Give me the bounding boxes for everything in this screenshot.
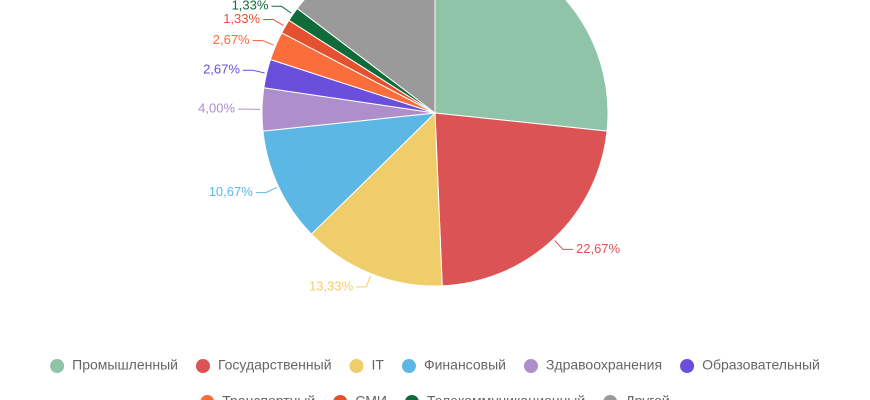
- leader-line: [255, 187, 277, 194]
- legend-label: Образовательный: [702, 357, 820, 373]
- legend-item: Финансовый: [401, 357, 506, 373]
- leader-line: [263, 18, 284, 26]
- legend-marker: [200, 395, 214, 400]
- leader-line: [271, 5, 292, 14]
- pie-slice: [310, 111, 443, 287]
- legend-label: Государственный: [218, 357, 332, 373]
- legend-label: Финансовый: [424, 357, 506, 373]
- legend-item: Телекоммуникационный: [405, 393, 585, 400]
- data-label: 1,33%: [223, 11, 260, 26]
- data-label: 22,67%: [576, 241, 621, 256]
- legend-marker: [50, 359, 65, 373]
- legend-label: Транспортный: [222, 393, 315, 400]
- leader-line: [356, 275, 372, 288]
- legend-item: Здравоохранения: [523, 357, 662, 373]
- data-label: 2,67%: [213, 32, 250, 47]
- legend-label: СМИ: [355, 393, 387, 400]
- pie-slice: [434, 112, 608, 287]
- legend-label: Телекоммуникационный: [427, 393, 585, 400]
- legend-marker: [349, 359, 364, 373]
- data-label: 4,00%: [198, 101, 235, 116]
- legend-item: IT: [349, 357, 385, 373]
- legend-marker: [401, 359, 416, 373]
- legend-item: СМИ: [333, 393, 387, 400]
- legend-item: Другой: [603, 393, 670, 400]
- legend-marker: [523, 359, 538, 373]
- legend-label: IT: [372, 357, 385, 373]
- leader-line: [554, 240, 574, 250]
- legend-marker: [680, 359, 695, 373]
- legend-marker: [195, 359, 210, 373]
- legend-label: Здравоохранения: [546, 357, 662, 373]
- leader-line: [242, 69, 265, 74]
- leader-line: [252, 39, 274, 46]
- legend-item: Транспортный: [200, 393, 315, 400]
- pie-slice: [434, 0, 609, 132]
- legend-marker: [405, 395, 419, 400]
- legend-item: Промышленный: [50, 357, 178, 373]
- data-label: 1,33%: [232, 0, 269, 13]
- pie-slice: [296, 0, 436, 115]
- legend-label: Другой: [625, 393, 670, 400]
- legend-item: Образовательный: [680, 357, 820, 373]
- legend-item: Государственный: [195, 357, 332, 373]
- data-label: 13,33%: [309, 278, 354, 293]
- data-label: 2,67%: [203, 62, 240, 77]
- legend-marker: [603, 395, 617, 400]
- legend-label: Промышленный: [72, 357, 178, 373]
- data-label: 10,67%: [209, 184, 254, 199]
- pie-slice: [262, 112, 437, 235]
- legend-marker: [333, 395, 347, 400]
